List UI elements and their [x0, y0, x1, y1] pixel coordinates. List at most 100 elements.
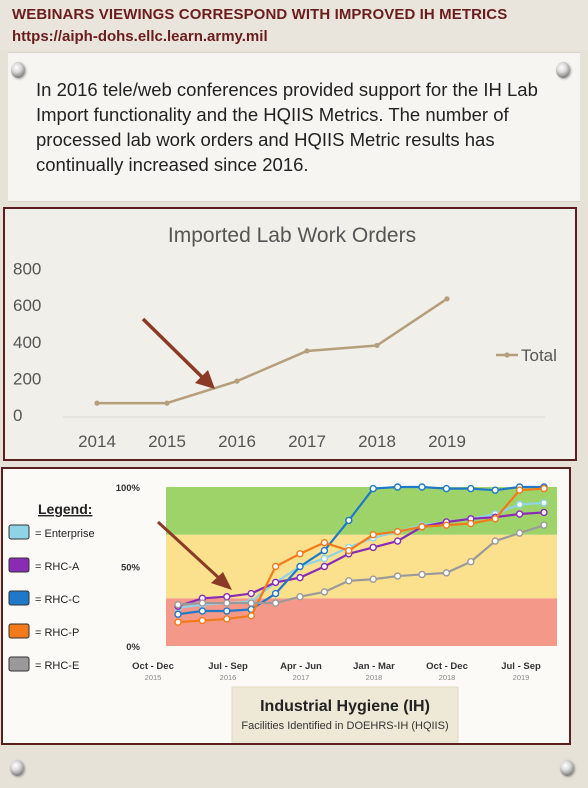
pin-icon	[560, 760, 574, 776]
x-tick-year: 2019	[513, 673, 530, 682]
data-point	[418, 483, 426, 491]
x-tick-label: 2014	[78, 432, 116, 451]
data-point	[320, 562, 329, 571]
header-banner: WEBINARS VIEWINGS CORRESPOND WITH IMPROV…	[0, 0, 588, 50]
x-tick-label: 2016	[218, 432, 256, 451]
x-tick-year: 2016	[220, 673, 237, 682]
data-point	[320, 554, 329, 563]
x-tick-year: 2015	[145, 673, 162, 682]
x-tick-quarter: Jul - Sep	[208, 661, 248, 672]
data-point	[271, 599, 280, 607]
data-point	[345, 577, 353, 585]
data-point	[540, 484, 548, 493]
data-point	[515, 510, 524, 518]
x-tick-label: 2015	[148, 432, 186, 451]
x-tick-year: 2018	[439, 673, 456, 682]
y-tick-label: 100%	[116, 483, 141, 494]
data-point	[304, 348, 310, 354]
series-line	[177, 524, 545, 606]
page-title: WEBINARS VIEWINGS CORRESPOND WITH IMPROV…	[12, 6, 508, 23]
data-point	[374, 342, 380, 349]
data-point	[223, 593, 231, 601]
data-point	[442, 484, 451, 493]
pin-icon	[556, 62, 570, 78]
legend-label: = RHC-P	[35, 627, 79, 639]
legend-label: = Enterprise	[35, 528, 95, 540]
x-tick-quarter: Jan - Mar	[353, 661, 395, 672]
y-tick-label: 200	[13, 369, 41, 388]
data-point	[491, 515, 499, 523]
note-panel	[8, 52, 580, 202]
data-point	[418, 570, 426, 579]
data-point	[247, 599, 255, 607]
lab-work-orders-chart: Imported Lab Work Orders 0 200 400 600 800 201…	[3, 207, 577, 461]
data-point	[491, 486, 499, 494]
data-point	[94, 400, 100, 406]
annotation-arrow-head	[195, 370, 215, 389]
data-point	[515, 500, 524, 509]
data-point	[271, 589, 280, 598]
data-point	[164, 400, 170, 406]
data-point	[369, 530, 377, 539]
data-point	[467, 558, 475, 566]
bottom-panel	[0, 746, 588, 788]
legend-title: Legend:	[38, 501, 92, 517]
threshold-band	[166, 487, 557, 535]
legend-swatch	[8, 656, 30, 672]
data-point	[393, 572, 402, 580]
data-point	[271, 562, 280, 571]
data-point	[393, 537, 402, 545]
legend-label: = RHC-A	[35, 561, 80, 573]
series-line	[177, 511, 545, 608]
data-point	[491, 537, 499, 545]
data-point	[442, 521, 451, 529]
x-tick-label: 2018	[358, 432, 396, 451]
caption-subtitle: Facilities Identified in DOEHRS-IH (HQII…	[241, 720, 448, 732]
data-point	[467, 519, 475, 528]
data-point	[320, 588, 329, 596]
annotation-arrow-shaft	[156, 520, 222, 581]
legend-label-total: Total	[521, 346, 557, 365]
data-point	[418, 523, 426, 531]
x-tick-quarter: Jul - Sep	[501, 661, 541, 672]
data-point	[198, 599, 207, 607]
data-point	[540, 521, 548, 529]
legend-label: = RHC-E	[35, 660, 79, 672]
x-tick-quarter: Apr - Jun	[280, 661, 322, 672]
data-point	[320, 546, 329, 555]
x-tick-label: 2017	[288, 432, 326, 451]
legend-label: = RHC-C	[35, 594, 80, 606]
annotation-arrow-shaft	[141, 317, 204, 379]
data-point	[345, 516, 353, 525]
chart-title: Imported Lab Work Orders	[168, 224, 416, 247]
data-point	[198, 607, 207, 615]
page-url[interactable]: https://aiph-dohs.ellc.learn.army.mil	[12, 28, 268, 45]
data-point	[369, 543, 377, 552]
pin-icon	[11, 62, 25, 78]
data-point	[223, 607, 231, 615]
x-tick-year: 2017	[293, 673, 310, 682]
caption-title: Industrial Hygiene (IH)	[260, 698, 430, 715]
x-tick-quarter: Oct - Dec	[132, 661, 174, 672]
data-point	[271, 578, 280, 587]
data-point	[296, 593, 304, 601]
data-point	[296, 550, 304, 558]
threshold-band	[166, 598, 557, 646]
data-point	[247, 589, 255, 598]
data-point	[444, 296, 450, 302]
series-line	[177, 485, 544, 616]
data-point	[515, 486, 524, 494]
data-point	[540, 499, 548, 507]
series-line-total	[97, 297, 448, 405]
data-point	[296, 562, 304, 571]
legend-swatch	[8, 557, 30, 573]
annotation-arrow-head	[211, 572, 232, 590]
data-point	[174, 610, 182, 618]
data-point	[234, 378, 240, 384]
data-point	[393, 527, 402, 536]
data-point	[540, 508, 548, 517]
y-tick-label: 0%	[126, 642, 140, 653]
data-point	[393, 483, 402, 491]
note-text: In 2016 tele/web conferences provided su…	[36, 79, 538, 175]
